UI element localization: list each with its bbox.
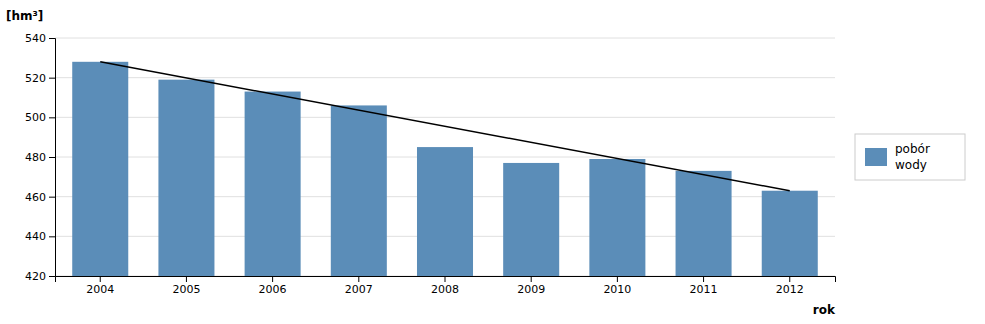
x-tick: 2005 — [172, 276, 200, 296]
legend-swatch — [865, 148, 887, 166]
x-tick-mark — [789, 276, 790, 282]
x-axis: 2004 2005 2006 2007 2008 2009 2010 2011 2012 — [56, 276, 836, 296]
y-tick: 500 — [25, 111, 55, 124]
x-tick: 2008 — [431, 276, 459, 296]
y-axis-title: [hm³] — [6, 9, 43, 23]
marks — [72, 62, 818, 276]
legend-frame — [855, 134, 965, 180]
x-tick-label: 2011 — [690, 283, 718, 296]
x-axis-line — [56, 277, 836, 283]
bar — [72, 62, 128, 276]
chart-svg: 2004200520062007200820092010201120124204… — [0, 0, 985, 324]
bar — [762, 191, 818, 276]
x-tick-mark — [358, 276, 359, 282]
y-tick-mark — [49, 236, 55, 237]
bar — [503, 163, 559, 276]
x-tick: 2007 — [345, 276, 373, 296]
x-tick-mark — [100, 276, 101, 282]
legend-label-line: pobór — [895, 142, 930, 156]
x-tick-mark — [272, 276, 273, 282]
grid-line — [55, 38, 835, 39]
x-tick-mark — [617, 276, 618, 282]
y-axis: 420 440 460 480 500 520 540 — [25, 32, 56, 283]
y-tick-label: 480 — [25, 151, 46, 164]
grid — [55, 38, 835, 276]
grid-line — [55, 77, 835, 78]
x-tick-mark — [445, 276, 446, 282]
y-tick-label: 460 — [25, 191, 46, 204]
y-tick-mark — [49, 78, 55, 79]
y-tick: 520 — [25, 72, 55, 85]
x-tick: 2012 — [776, 276, 804, 296]
x-tick: 2009 — [517, 276, 545, 296]
x-tick-mark — [703, 276, 704, 282]
x-tick: 2010 — [603, 276, 631, 296]
y-tick-mark — [49, 117, 55, 118]
x-tick: 2006 — [259, 276, 287, 296]
y-tick: 540 — [25, 32, 55, 45]
bar — [245, 92, 301, 276]
y-tick: 460 — [25, 191, 55, 204]
x-tick-mark — [531, 276, 532, 282]
x-axis-title: rok — [813, 303, 836, 317]
x-tick-label: 2004 — [86, 283, 114, 296]
legend-label: pobór wody — [895, 142, 930, 172]
plot: 2004200520062007200820092010201120124204… — [6, 9, 836, 317]
x-tick: 2004 — [86, 276, 114, 296]
y-tick-label: 540 — [25, 32, 46, 45]
x-tick-label: 2005 — [172, 283, 200, 296]
bar — [331, 105, 387, 276]
bar — [589, 159, 645, 276]
y-tick-label: 520 — [25, 72, 46, 85]
x-tick-label: 2012 — [776, 283, 804, 296]
x-tick-label: 2008 — [431, 283, 459, 296]
y-tick-mark — [49, 38, 55, 39]
bar — [158, 80, 214, 276]
x-tick-label: 2006 — [259, 283, 287, 296]
y-tick-mark — [49, 157, 55, 158]
x-tick-label: 2009 — [517, 283, 545, 296]
x-tick-label: 2007 — [345, 283, 373, 296]
legend-label-line: wody — [895, 158, 927, 172]
y-tick-mark — [49, 197, 55, 198]
legend: pobór wody — [855, 134, 965, 180]
y-tick: 480 — [25, 151, 55, 164]
x-tick: 2011 — [690, 276, 718, 296]
y-tick-mark — [49, 276, 55, 277]
x-tick-mark — [186, 276, 187, 282]
y-axis-line — [49, 39, 56, 277]
bar — [676, 171, 732, 276]
y-tick-label: 500 — [25, 111, 46, 124]
y-tick: 420 — [25, 270, 55, 283]
x-tick-label: 2010 — [603, 283, 631, 296]
y-tick: 440 — [25, 230, 55, 243]
trend-line — [100, 62, 790, 191]
bar — [417, 147, 473, 276]
y-tick-label: 420 — [25, 270, 46, 283]
y-tick-label: 440 — [25, 230, 46, 243]
